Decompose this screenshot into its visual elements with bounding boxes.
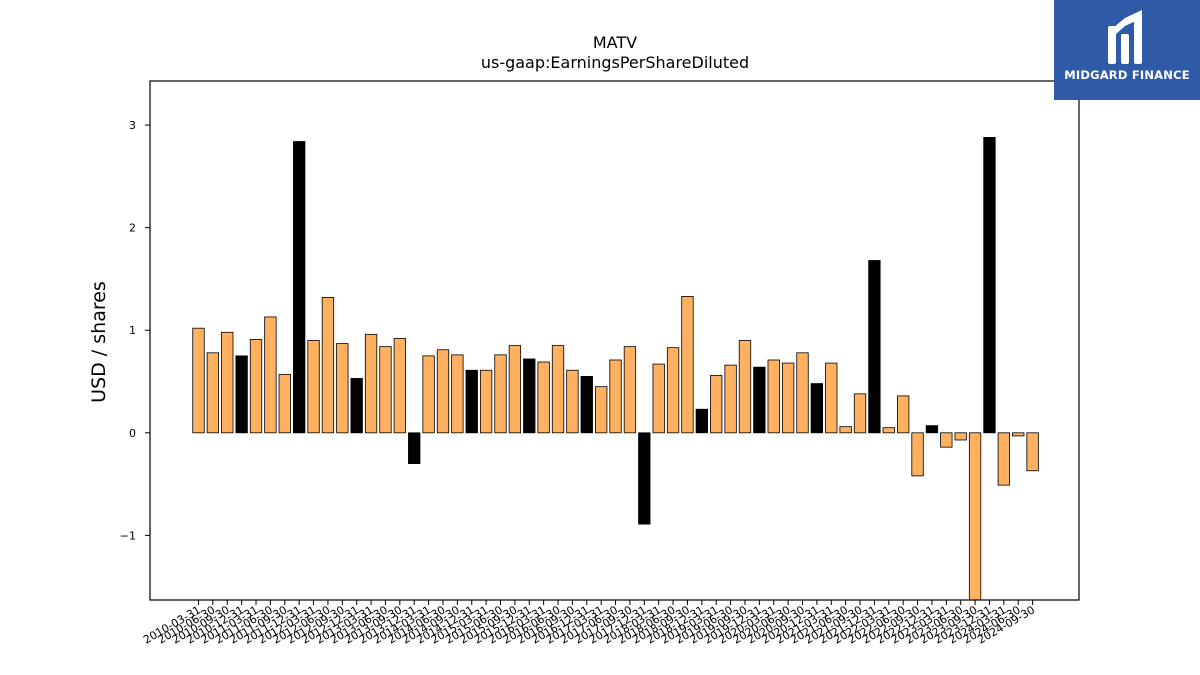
bar-2018-03-31 <box>652 363 665 434</box>
bar-2020-12-31 <box>810 383 824 434</box>
bar-2024-09-30 <box>1026 432 1039 472</box>
bar-2023-06-30 <box>954 432 967 441</box>
bar-2021-12-31 <box>868 260 881 434</box>
y-ticks-group: −1 0 1 2 3 <box>120 119 150 542</box>
bar-2015-09-30 <box>508 345 522 434</box>
bar-2011-09-30 <box>278 373 291 434</box>
bar-2014-09-30 <box>451 354 464 434</box>
bar-2020-03-31 <box>767 359 780 434</box>
plot-frame <box>149 80 1080 601</box>
bar-2021-03-31 <box>825 362 838 434</box>
bar-2017-06-30 <box>609 359 622 434</box>
bar-2018-06-30 <box>666 347 680 434</box>
bar-2019-03-31 <box>710 374 723 434</box>
bar-2013-06-30 <box>379 346 392 434</box>
bar-2020-09-30 <box>796 352 809 434</box>
bar-2010-06-30 <box>206 352 220 434</box>
bar-2022-09-30 <box>911 432 924 477</box>
bar-2021-09-30 <box>853 393 867 434</box>
y-axis-label: USD / shares <box>88 281 110 403</box>
bar-2021-06-30 <box>839 426 852 434</box>
bar-2016-06-30 <box>551 345 565 434</box>
bar-2020-06-30 <box>781 362 795 434</box>
bar-2024-03-31 <box>997 432 1010 486</box>
y-tick-label: 0 <box>129 427 136 440</box>
bar-2023-09-30 <box>968 432 982 601</box>
bar-2018-12-31 <box>695 408 708 434</box>
bar-2010-12-31 <box>235 355 248 434</box>
bar-2015-06-30 <box>494 354 507 434</box>
bar-2011-03-31 <box>249 339 263 434</box>
bar-2010-03-31 <box>192 327 205 434</box>
x-ticks-group: 2010-03-312010-06-302010-09-302010-12-31… <box>141 600 1037 647</box>
bar-2018-09-30 <box>681 295 694 434</box>
bar-2012-03-31 <box>307 340 320 434</box>
bar-2015-03-31 <box>479 369 493 434</box>
y-tick-label: −1 <box>120 529 136 542</box>
brand-logo: MIDGARD FINANCE <box>1054 0 1200 100</box>
bar-2023-12-31 <box>983 137 996 434</box>
bar-2024-06-30 <box>1012 432 1025 437</box>
bar-2023-03-31 <box>940 432 953 448</box>
bar-2022-03-31 <box>882 427 895 434</box>
bar-2022-12-31 <box>925 425 939 434</box>
brand-logo-text: MIDGARD FINANCE <box>1064 68 1190 82</box>
bar-2019-12-31 <box>753 366 766 434</box>
chart-title: MATV <box>593 33 637 52</box>
chart-subtitle: us-gaap:EarningsPerShareDiluted <box>481 53 749 72</box>
bar-2016-09-30 <box>566 369 579 434</box>
bar-2017-03-31 <box>595 386 608 434</box>
bar-2013-03-31 <box>364 333 378 434</box>
bar-2011-12-31 <box>293 141 306 434</box>
bar-2019-06-30 <box>724 364 737 434</box>
y-tick-label: 3 <box>129 119 136 132</box>
bar-2014-12-31 <box>465 369 478 434</box>
bar-2013-09-30 <box>393 338 406 434</box>
bar-2015-12-31 <box>523 358 536 434</box>
bar-2014-06-30 <box>436 349 450 434</box>
bar-2013-12-31 <box>408 432 421 464</box>
bar-2017-09-30 <box>623 346 637 434</box>
bar-2016-12-31 <box>580 375 593 434</box>
bar-2012-06-30 <box>321 297 335 434</box>
bar-2012-12-31 <box>350 378 363 434</box>
bar-2016-03-31 <box>537 361 550 434</box>
bar-2014-03-31 <box>422 355 435 434</box>
bar-2012-09-30 <box>336 343 349 434</box>
bar-2011-06-30 <box>264 316 277 434</box>
bar-2017-12-31 <box>638 432 651 525</box>
y-tick-label: 1 <box>129 324 136 337</box>
brand-logo-icon <box>1108 10 1142 64</box>
bars-group <box>192 137 1039 601</box>
bar-2010-09-30 <box>221 331 234 434</box>
bar-2019-09-30 <box>738 340 752 434</box>
bar-2022-06-30 <box>897 395 910 434</box>
y-tick-label: 2 <box>129 222 136 235</box>
